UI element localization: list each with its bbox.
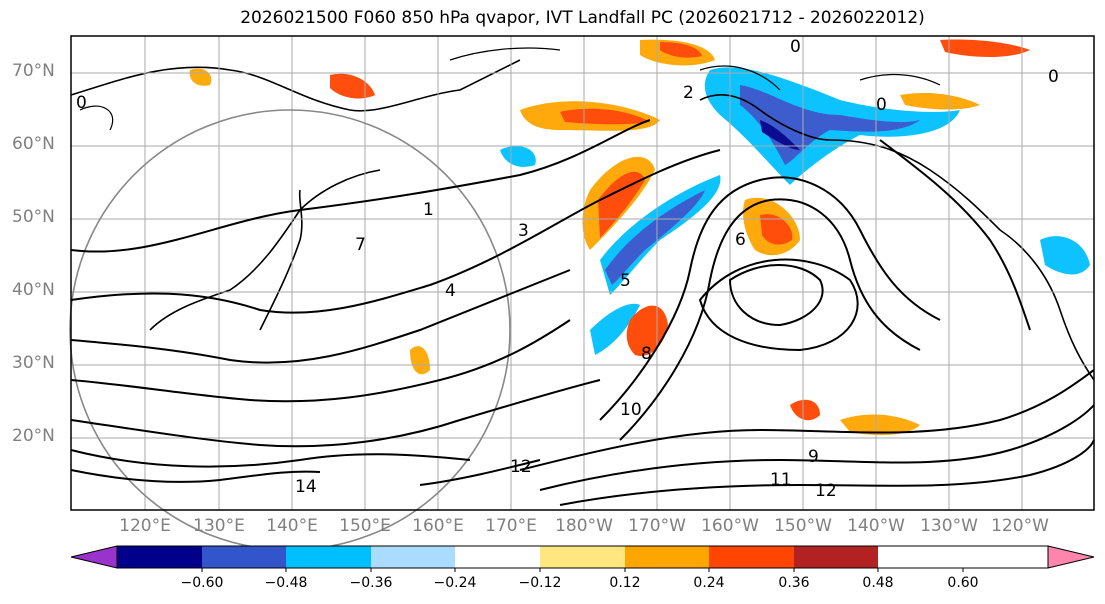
contour-label: 10 xyxy=(620,400,642,420)
contour-label: 9 xyxy=(808,447,819,467)
lon-label: 150°W xyxy=(774,516,832,536)
colorbar-tick-label: −0.60 xyxy=(180,575,224,591)
contour-label: 0 xyxy=(790,37,801,57)
contour-label: 1 xyxy=(423,200,434,220)
contour-labels: 0 0 0 0 1 2 3 4 5 6 7 8 9 10 11 12 12 14 xyxy=(76,37,1059,501)
colorbar-tick-label: −0.12 xyxy=(518,575,562,591)
lat-label: 20°N xyxy=(12,426,55,446)
colorbar-tick-label: 0.60 xyxy=(947,575,979,591)
contour-label: 7 xyxy=(355,235,366,255)
lat-label: 70°N xyxy=(12,61,55,81)
lat-label: 50°N xyxy=(12,207,55,227)
contour-label: 8 xyxy=(641,344,652,364)
grid xyxy=(71,36,1094,510)
contour-label: 0 xyxy=(76,93,87,113)
lat-label: 60°N xyxy=(12,134,55,154)
lon-label: 120°W xyxy=(991,516,1049,536)
contour-label: 5 xyxy=(620,271,631,291)
contour-label: 3 xyxy=(518,221,529,241)
contour-label: 11 xyxy=(770,470,792,490)
lat-label: 30°N xyxy=(12,353,55,373)
colorbar-tick-label: −0.36 xyxy=(349,575,393,591)
contour-label: 0 xyxy=(876,95,887,115)
lon-label: 140°W xyxy=(847,516,905,536)
lat-label: 40°N xyxy=(12,280,55,300)
contour-label: 0 xyxy=(1048,67,1059,87)
anomaly-shading xyxy=(189,39,1090,436)
lon-label: 180°W xyxy=(555,516,613,536)
colorbar-tick-label: −0.24 xyxy=(433,575,477,591)
lon-label: 130°W xyxy=(920,516,978,536)
ivt-contours xyxy=(70,119,1095,506)
colorbar-tick-label: 0.48 xyxy=(862,575,894,591)
contour-label: 12 xyxy=(510,457,532,477)
colorbar-tick-label: 0.12 xyxy=(609,575,641,591)
colorbar-tick-label: −0.48 xyxy=(264,575,308,591)
lon-label: 150°E xyxy=(339,516,391,536)
ivt-contours-thin xyxy=(79,47,941,131)
coastlines xyxy=(70,59,1095,381)
map-title: 2026021500 F060 850 hPa qvapor, IVT Land… xyxy=(240,8,925,28)
colorbar-tick-label: 0.36 xyxy=(778,575,810,591)
colorbar-tick-label: 0.24 xyxy=(693,575,725,591)
lon-label: 160°E xyxy=(412,516,464,536)
contour-label: 2 xyxy=(683,83,694,103)
contour-label: 14 xyxy=(295,477,317,497)
contour-label: 12 xyxy=(815,481,837,501)
lon-label: 130°E xyxy=(193,516,245,536)
lon-label: 170°E xyxy=(485,516,537,536)
contour-label: 4 xyxy=(445,281,456,301)
lon-label: 120°E xyxy=(119,516,171,536)
lon-label: 140°E xyxy=(266,516,318,536)
lon-label: 160°W xyxy=(701,516,759,536)
map-frame xyxy=(70,35,1095,511)
contour-label: 6 xyxy=(735,230,746,250)
lon-label: 170°W xyxy=(628,516,686,536)
